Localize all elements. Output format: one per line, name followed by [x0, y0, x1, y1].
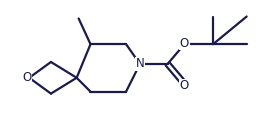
Text: O: O: [180, 79, 189, 92]
Text: O: O: [23, 71, 32, 84]
Text: O: O: [180, 37, 189, 50]
Text: N: N: [136, 57, 144, 70]
